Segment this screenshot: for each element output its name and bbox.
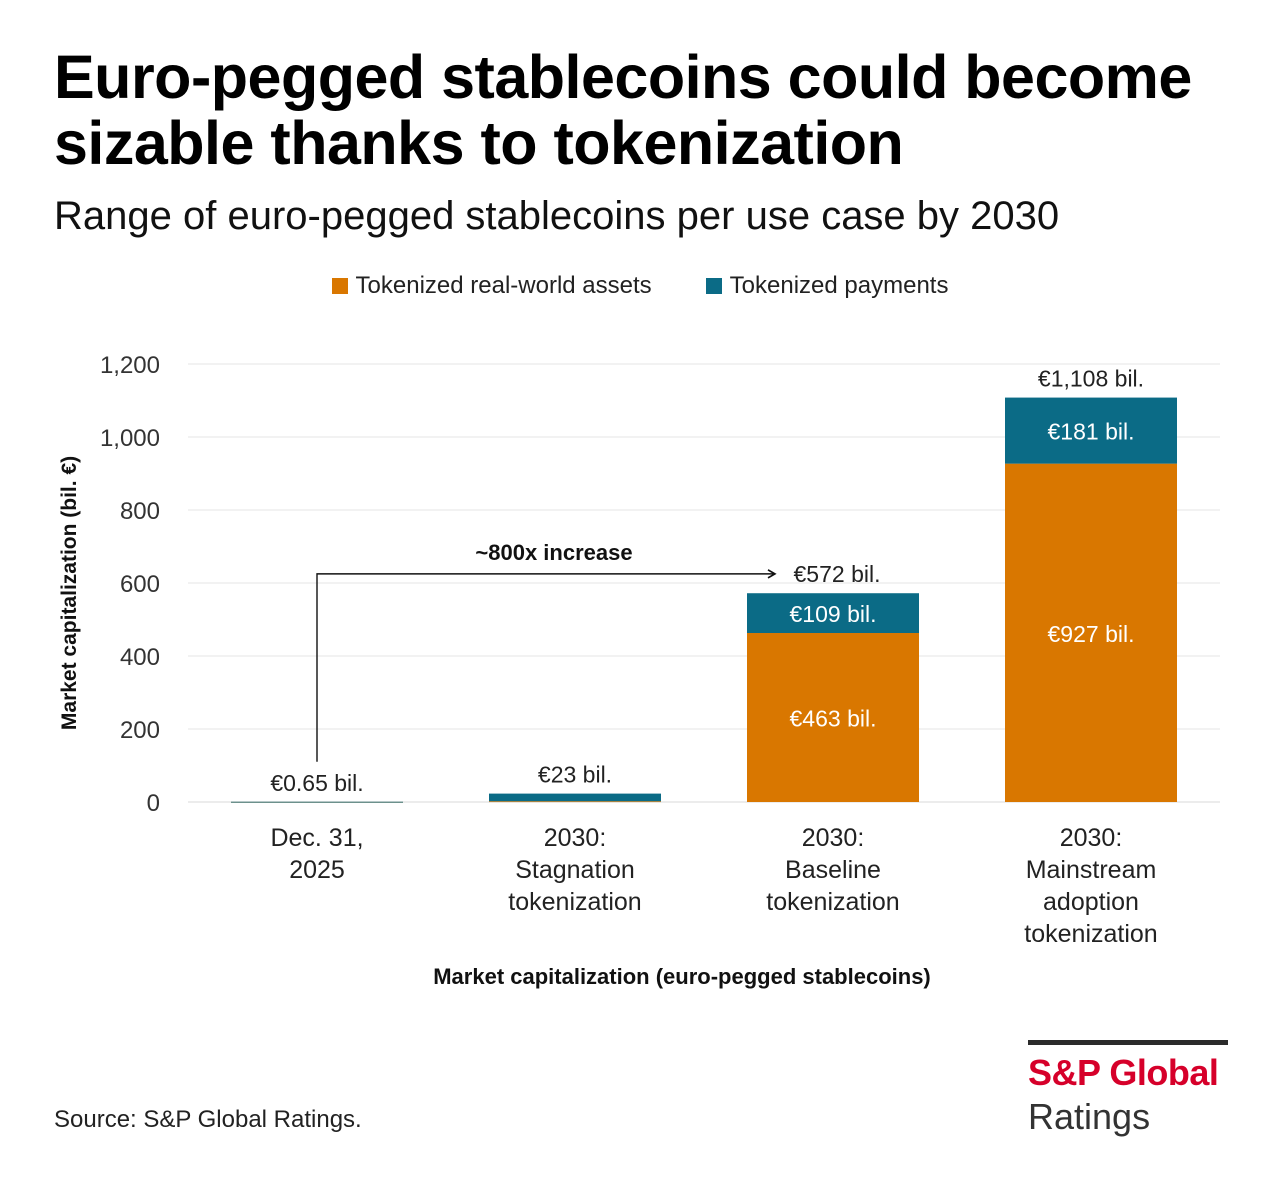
y-tick-label-800: 800 <box>120 498 160 525</box>
sp-global-logo: S&P Global Ratings <box>1028 1040 1228 1139</box>
bar-rwa-3 <box>1005 463 1177 802</box>
logo-line1: S&P Global <box>1028 1052 1219 1093</box>
legend-label-rwa: Tokenized real-world assets <box>355 272 652 299</box>
x-tick-label-3-2: adoption <box>1043 888 1139 916</box>
chart-title: Euro-pegged stablecoins could become siz… <box>54 43 1192 177</box>
x-tick-label-2-0: 2030: <box>802 824 865 852</box>
x-axis-title: Market capitalization (euro-pegged stabl… <box>433 964 931 989</box>
legend-item-rwa: Tokenized real-world assets <box>331 272 652 300</box>
annotation-label: ~800x increase <box>475 540 632 565</box>
total-label-1: €23 bil. <box>538 762 612 788</box>
chart-subtitle: Range of euro-pegged stablecoins per use… <box>54 194 1060 238</box>
y-tick-label-200: 200 <box>120 717 160 744</box>
total-label-0: €0.65 bil. <box>270 770 363 796</box>
legend-swatch-rwa <box>331 278 348 294</box>
bar-label-payments-3: €181 bil. <box>1048 419 1135 445</box>
x-tick-label-3-1: Mainstream <box>1026 856 1157 884</box>
bar-payments-3 <box>1005 397 1177 464</box>
x-tick-label-1-0: 2030: <box>544 824 607 852</box>
bar-rwa-2 <box>747 633 919 802</box>
x-tick-label-0-1: 2025 <box>289 856 345 884</box>
logo-bar <box>1028 1040 1228 1045</box>
legend-swatch-payments <box>705 278 722 294</box>
x-tick-label-3-3: tokenization <box>1024 920 1157 948</box>
legend: Tokenized real-world assets Tokenized pa… <box>0 272 1280 300</box>
y-tick-label-1000: 1,000 <box>100 425 160 452</box>
bar-rwa-1 <box>489 801 661 803</box>
legend-label-payments: Tokenized payments <box>729 272 949 299</box>
y-tick-label-0: 0 <box>147 790 160 817</box>
bar-payments-2 <box>747 593 919 634</box>
x-tick-label-0-0: Dec. 31, <box>270 824 363 852</box>
x-tick-label-1-2: tokenization <box>508 888 641 916</box>
x-tick-label-2-1: Baseline <box>785 856 881 884</box>
bar-label-rwa-2: €463 bil. <box>790 706 877 732</box>
stacked-bar-chart: 0 200 400 600 800 1,000 1,200 Market capitaliza… <box>58 352 1220 989</box>
x-tick-label-3-0: 2030: <box>1060 824 1123 852</box>
y-axis-title: Market capitalization (bil. €) <box>58 456 81 730</box>
bar-label-rwa-3: €927 bil. <box>1048 621 1135 647</box>
total-label-3: €1,108 bil. <box>1038 366 1144 392</box>
x-tick-label-1-1: Stagnation <box>515 856 635 884</box>
logo-line2: Ratings <box>1028 1096 1151 1137</box>
x-tick-label-2-2: tokenization <box>766 888 899 916</box>
y-tick-label-600: 600 <box>120 571 160 598</box>
total-label-2: €572 bil. <box>794 561 881 587</box>
bar-payments-0 <box>231 801 403 803</box>
source-note: Source: S&P Global Ratings. <box>54 1106 362 1133</box>
legend-item-payments: Tokenized payments <box>705 272 949 300</box>
bar-label-payments-2: €109 bil. <box>790 601 877 627</box>
annotation-arrow <box>316 569 777 762</box>
bar-payments-1 <box>489 793 661 802</box>
y-tick-label-1200: 1,200 <box>100 352 160 379</box>
y-tick-label-400: 400 <box>120 644 160 671</box>
